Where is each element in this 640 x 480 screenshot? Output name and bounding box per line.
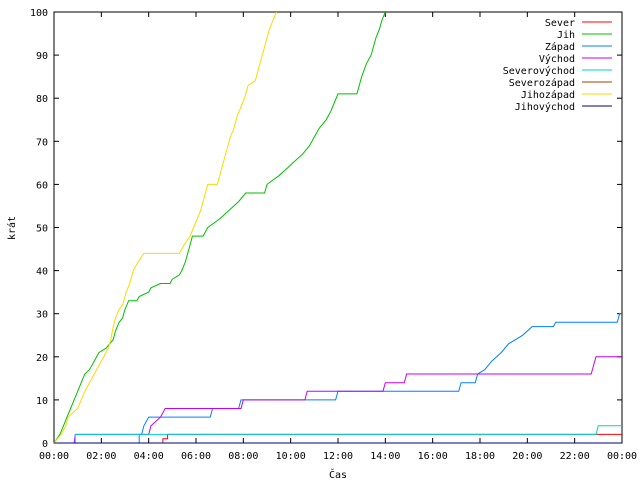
series-line-5 [54, 425, 622, 444]
x-tick-label: 00:00 [607, 451, 637, 462]
legend-label: Západ [545, 41, 575, 53]
y-tick-label: 80 [36, 94, 48, 105]
y-axis-label: krát [6, 216, 18, 240]
x-tick-label: 04:00 [134, 451, 164, 462]
legend-label: Severozápad [509, 77, 575, 89]
y-tick-label: 70 [36, 137, 48, 148]
x-tick-label: 12:00 [323, 451, 353, 462]
y-tick-label: 40 [36, 267, 48, 278]
series-line-3 [54, 313, 622, 444]
series-line-7 [53, 11, 277, 444]
series-line-2 [53, 11, 386, 444]
legend: SeverJihZápadVýchodSeverovýchodSeverozáp… [503, 18, 612, 113]
y-tick-label: 20 [36, 353, 48, 364]
x-tick-label: 00:00 [39, 451, 69, 462]
x-tick-label: 20:00 [512, 451, 542, 462]
x-tick-label: 08:00 [228, 451, 258, 462]
y-tick-label: 10 [36, 396, 48, 407]
y-tick-label: 0 [42, 439, 48, 450]
legend-label: Jihozápad [521, 89, 575, 101]
y-tick-label: 30 [36, 310, 48, 321]
x-axis-label: Čas [329, 468, 347, 480]
legend-label: Jih [557, 30, 575, 41]
x-tick-label: 16:00 [418, 451, 448, 462]
y-tick-label: 50 [36, 224, 48, 235]
x-tick-label: 14:00 [370, 451, 400, 462]
x-tick-label: 22:00 [560, 451, 590, 462]
x-tick-label: 06:00 [181, 451, 211, 462]
x-tick-label: 10:00 [276, 451, 306, 462]
y-tick-label: 100 [30, 8, 48, 19]
y-tick-label: 90 [36, 51, 48, 62]
legend-label: Jihovýchod [515, 101, 575, 113]
x-tick-label: 18:00 [465, 451, 495, 462]
series-line-4 [54, 356, 622, 444]
legend-label: Sever [545, 18, 575, 29]
legend-label: Východ [539, 53, 575, 65]
y-tick-label: 60 [36, 180, 48, 191]
x-tick-label: 02:00 [86, 451, 116, 462]
legend-label: Severovýchod [503, 65, 575, 77]
series-lines [53, 11, 622, 444]
